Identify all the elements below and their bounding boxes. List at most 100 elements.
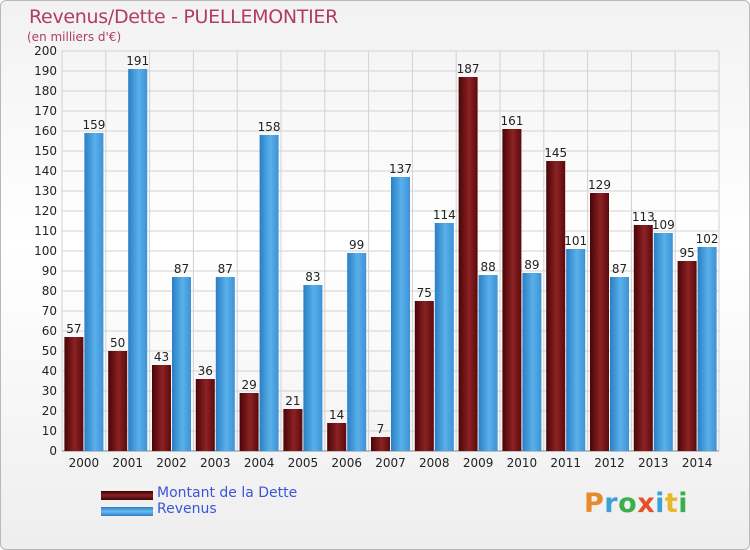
y-tick-label: 160 — [34, 124, 57, 138]
x-tick-label: 2007 — [375, 456, 406, 470]
y-tick-label: 200 — [34, 44, 57, 58]
y-tick-label: 140 — [34, 164, 57, 178]
data-label-debt: 95 — [679, 246, 694, 260]
legend-label-debt: Montant de la Dette — [157, 485, 298, 501]
bar-revenus — [434, 223, 454, 451]
bar-revenus — [522, 273, 542, 451]
y-tick-label: 40 — [42, 364, 57, 378]
chart-subtitle: (en milliers d'€) — [27, 30, 122, 44]
x-tick-label: 2002 — [156, 456, 187, 470]
data-label-revenus: 114 — [433, 208, 456, 222]
data-label-revenus: 109 — [652, 218, 675, 232]
x-tick-label: 2005 — [288, 456, 319, 470]
data-label-debt: 113 — [632, 210, 655, 224]
bar-debt — [546, 161, 566, 451]
bar-debt — [414, 301, 434, 451]
bar-chart: 0 10 20 30 40 50 60 70 80 90 100 110 120 130 140 150 160… — [34, 44, 720, 470]
x-tick-label: 2004 — [244, 456, 275, 470]
y-tick-label: 60 — [42, 324, 57, 338]
y-tick-label: 10 — [42, 424, 57, 438]
bar-debt — [677, 261, 697, 451]
bar-revenus — [347, 253, 367, 451]
data-label-revenus: 159 — [82, 118, 105, 132]
y-tick-label: 80 — [42, 284, 57, 298]
data-label-revenus: 89 — [524, 258, 539, 272]
data-label-revenus: 99 — [349, 238, 364, 252]
bar-debt — [502, 129, 522, 451]
bar-debt — [633, 225, 653, 451]
bar-revenus — [215, 277, 235, 451]
data-label-revenus: 191 — [126, 54, 149, 68]
data-label-debt: 21 — [285, 394, 300, 408]
y-tick-label: 0 — [49, 444, 57, 458]
grid-lines — [61, 50, 720, 452]
data-label-debt: 145 — [544, 146, 567, 160]
y-tick-label: 120 — [34, 204, 57, 218]
data-labels: 57 159 50 191 43 87 36 87 29 158 21 83 14 99 7 137 75 114… — [66, 54, 718, 436]
data-label-debt: 187 — [457, 62, 480, 76]
data-label-revenus: 87 — [174, 262, 189, 276]
bar-debt — [195, 379, 215, 451]
data-label-debt: 129 — [588, 178, 611, 192]
logo-letter: P — [584, 488, 605, 519]
bar-debt — [239, 393, 259, 451]
data-label-debt: 75 — [417, 286, 432, 300]
y-tick-label: 110 — [34, 224, 57, 238]
x-tick-label: 2008 — [419, 456, 450, 470]
data-label-revenus: 87 — [218, 262, 233, 276]
data-label-debt: 161 — [500, 114, 523, 128]
bar-revenus — [566, 249, 586, 451]
bar-debt — [371, 437, 390, 451]
data-label-revenus: 137 — [389, 162, 412, 176]
bar-revenus — [172, 277, 191, 451]
bar-revenus — [391, 177, 410, 451]
logo-letter: o — [618, 488, 638, 519]
bars — [64, 69, 717, 451]
x-axis-ticks: 2000 2001 2002 2003 2004 2005 2006 2007 2008 2009… — [69, 456, 713, 470]
y-tick-label: 20 — [42, 404, 57, 418]
y-tick-label: 30 — [42, 384, 57, 398]
bar-debt — [152, 365, 171, 451]
x-tick-label: 2012 — [594, 456, 625, 470]
legend-swatch-debt — [101, 491, 153, 500]
proxiti-logo: Proxiti — [584, 488, 688, 519]
legend-swatch-revenus — [101, 507, 153, 516]
logo-letter: i — [678, 488, 689, 519]
bar-debt — [283, 409, 303, 451]
bar-revenus — [478, 275, 498, 451]
data-label-debt: 43 — [154, 350, 169, 364]
chart-title: Revenus/Dette - PUELLEMONTIER — [29, 6, 339, 28]
x-tick-label: 2010 — [507, 456, 538, 470]
y-tick-label: 170 — [34, 104, 57, 118]
data-label-debt: 7 — [377, 422, 385, 436]
data-label-debt: 57 — [66, 322, 81, 336]
y-tick-label: 180 — [34, 84, 57, 98]
x-tick-label: 2006 — [331, 456, 362, 470]
y-tick-label: 190 — [34, 64, 57, 78]
data-label-revenus: 158 — [258, 120, 281, 134]
x-tick-label: 2009 — [463, 456, 494, 470]
data-label-revenus: 102 — [696, 232, 719, 246]
data-label-debt: 36 — [198, 364, 213, 378]
bar-revenus — [697, 247, 717, 451]
bar-revenus — [259, 135, 279, 451]
y-tick-label: 50 — [42, 344, 57, 358]
data-label-revenus: 83 — [305, 270, 320, 284]
y-tick-label: 90 — [42, 264, 57, 278]
y-axis-ticks: 0 10 20 30 40 50 60 70 80 90 100 110 120 130 140 150 160… — [34, 44, 57, 458]
y-tick-label: 130 — [34, 184, 57, 198]
x-tick-label: 2014 — [682, 456, 713, 470]
y-tick-label: 70 — [42, 304, 57, 318]
data-label-debt: 50 — [110, 336, 125, 350]
data-label-debt: 29 — [241, 378, 256, 392]
bar-revenus — [653, 233, 673, 451]
data-label-revenus: 87 — [612, 262, 627, 276]
x-tick-label: 2003 — [200, 456, 231, 470]
bar-debt — [590, 193, 609, 451]
bar-debt — [64, 337, 84, 451]
x-tick-label: 2000 — [69, 456, 100, 470]
bar-revenus — [128, 69, 148, 451]
bar-debt — [458, 77, 478, 451]
bar-revenus — [610, 277, 629, 451]
